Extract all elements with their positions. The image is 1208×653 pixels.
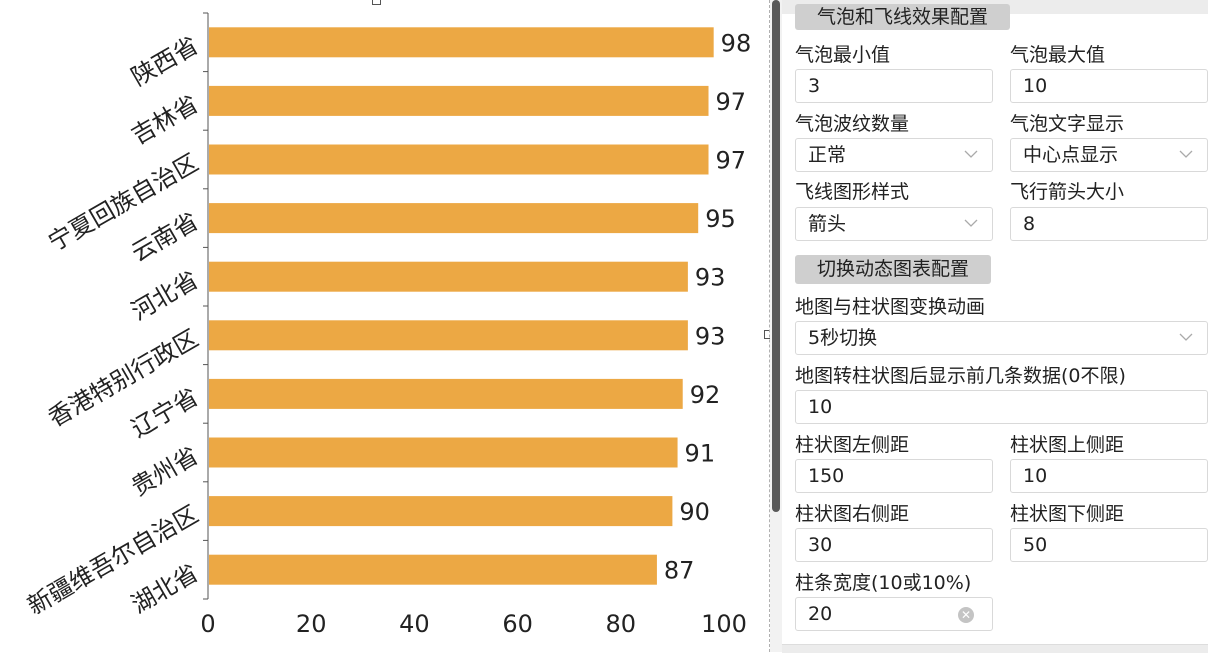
chevron-down-icon: [964, 219, 978, 227]
ripple-count-select[interactable]: 正常: [795, 138, 993, 172]
bar: [209, 85, 709, 116]
bar: [209, 437, 678, 468]
top-n-input[interactable]: [795, 390, 1208, 424]
bar-value-label: 95: [705, 205, 736, 233]
bar: [209, 554, 657, 585]
transition-value: 5秒切换: [808, 327, 878, 349]
ripple-count-value: 正常: [808, 144, 847, 166]
text-display-label: 气泡文字显示: [1010, 113, 1125, 135]
bar-value-label: 90: [679, 498, 710, 526]
bar-value-label: 92: [690, 381, 721, 409]
scrollbar[interactable]: [770, 0, 782, 652]
config-panel: 气泡和飞线效果配置 气泡最小值 气泡最大值 气泡波纹数量 气泡文字显示 正常 中…: [782, 0, 1208, 653]
selection-handle-top[interactable]: [372, 0, 381, 5]
flyline-style-value: 箭头: [808, 213, 847, 235]
bar-right-label: 柱状图右侧距: [795, 503, 910, 525]
bar-value-label: 93: [695, 264, 726, 292]
bar: [209, 496, 673, 527]
bar-bottom-label: 柱状图下侧距: [1010, 503, 1125, 525]
category-label: 陕西省: [127, 31, 203, 91]
bubble-min-label: 气泡最小值: [795, 44, 891, 66]
bar: [209, 378, 683, 409]
bar: [209, 261, 688, 292]
bar-left-label: 柱状图左侧距: [795, 434, 910, 456]
bar-value-label: 97: [716, 88, 747, 116]
bar-width-label: 柱条宽度(10或10%): [795, 572, 972, 594]
text-display-select[interactable]: 中心点显示: [1010, 138, 1208, 172]
chevron-down-icon: [1179, 333, 1193, 341]
bar: [209, 27, 714, 58]
bar-right-input[interactable]: [795, 528, 993, 562]
bar-chart-area: 98 陕西省 97 吉林省 97 宁夏回族自治区 95 云南省 93 河北省 93 香港特别行政区 92…: [22, 0, 773, 638]
x-tick-label: 80: [606, 610, 637, 638]
bar-value-label: 93: [695, 322, 726, 350]
category-label: 新疆维吾尔自治区: [23, 500, 203, 620]
flyline-style-label: 飞线图形样式: [795, 181, 910, 203]
bar-value-label: 87: [664, 557, 695, 585]
x-tick-label: 60: [502, 610, 533, 638]
bar-value-label: 91: [685, 440, 716, 468]
x-tick-label: 40: [399, 610, 430, 638]
chevron-down-icon: [964, 150, 978, 158]
selection-border: [769, 0, 771, 652]
category-label: 河北省: [127, 266, 203, 326]
category-label: 贵州省: [127, 441, 203, 501]
clear-icon[interactable]: ✕: [958, 607, 974, 623]
bar-left-input[interactable]: [795, 459, 993, 493]
x-tick-label: 100: [701, 610, 747, 638]
flyline-style-select[interactable]: 箭头: [795, 207, 993, 241]
bar-value-label: 97: [716, 147, 747, 175]
bar-bottom-input[interactable]: [1010, 528, 1208, 562]
category-label: 云南省: [127, 207, 203, 267]
bar-top-input[interactable]: [1010, 459, 1208, 493]
bar: [209, 320, 688, 351]
category-label: 辽宁省: [127, 383, 203, 443]
ripple-count-label: 气泡波纹数量: [795, 113, 910, 135]
bubble-min-input[interactable]: [795, 69, 993, 103]
text-display-value: 中心点显示: [1023, 144, 1119, 166]
bar: [209, 203, 699, 234]
top-n-label: 地图转柱状图后显示前几条数据(0不限): [795, 365, 1126, 387]
arrow-size-input[interactable]: [1010, 207, 1208, 241]
transition-select[interactable]: 5秒切换: [795, 321, 1208, 355]
bar-width-input[interactable]: 20 ✕: [795, 597, 993, 631]
section-title-dynamic-chart: 切换动态图表配置: [795, 255, 992, 284]
bubble-max-input[interactable]: [1010, 69, 1208, 103]
bar-top-label: 柱状图上侧距: [1010, 434, 1125, 456]
chevron-down-icon: [1179, 150, 1193, 158]
category-label: 吉林省: [127, 90, 203, 150]
category-label: 湖北省: [127, 559, 203, 619]
x-tick-label: 0: [200, 610, 215, 638]
x-tick-label: 20: [296, 610, 327, 638]
bar: [209, 144, 709, 175]
section-title-bubble-flyline: 气泡和飞线效果配置: [795, 4, 1011, 30]
transition-label: 地图与柱状图变换动画: [795, 296, 986, 318]
bar-width-value: 20: [808, 603, 833, 625]
bubble-max-label: 气泡最大值: [1010, 44, 1106, 66]
scrollbar-thumb[interactable]: [772, 0, 780, 512]
bar-value-label: 98: [721, 29, 752, 57]
arrow-size-label: 飞行箭头大小: [1010, 181, 1125, 203]
